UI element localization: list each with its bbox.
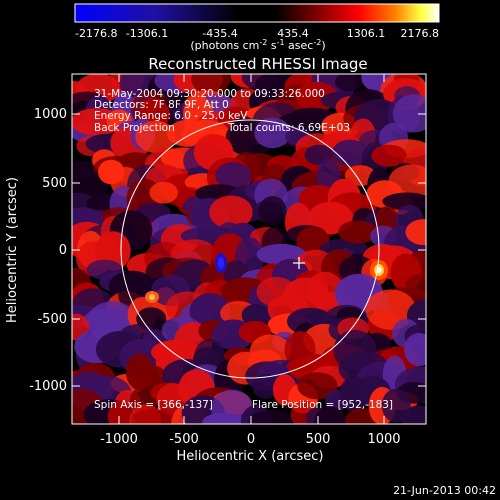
heatmap-blob — [189, 293, 231, 330]
heatmap-blob — [314, 406, 347, 424]
info-block: 31-May-2004 09:30:20.000 to 09:33:26.000… — [94, 88, 350, 134]
heatmap-blob — [149, 181, 178, 204]
flare-position-label: Flare Position = [952,-183] — [252, 399, 393, 411]
colorbar-ticks: -2176.8 -1306.1 -435.4 435.4 1306.1 2176.8 — [75, 27, 439, 40]
y-axis-label: Heliocentric Y (arcsec) — [5, 177, 20, 323]
heatmap-blob — [404, 332, 426, 367]
heatmap-blob — [135, 120, 176, 153]
heatmap-blob — [215, 162, 252, 190]
y-tick-label: 1000 — [34, 107, 67, 122]
info-time-range: 31-May-2004 09:30:20.000 to 09:33:26.000 — [94, 88, 325, 100]
x-tick-label: 500 — [306, 432, 331, 447]
info-energy: Energy Range: 6.0 - 25.0 keV — [94, 110, 248, 122]
heatmap-blob — [241, 304, 270, 327]
heatmap-blob — [248, 410, 295, 424]
colorbar-tick-label: -435.4 — [202, 27, 237, 40]
y-tick-label: -1000 — [29, 379, 67, 394]
plot-frame — [71, 73, 427, 425]
colorbar-tick-label: -1306.1 — [126, 27, 168, 40]
x-tick-label: 0 — [247, 432, 255, 447]
generation-timestamp: 21-Jun-2013 00:42 — [393, 484, 496, 497]
heatmap-source — [218, 257, 224, 269]
heatmap-blob — [258, 196, 287, 226]
x-tick-label: -500 — [169, 432, 199, 447]
heatmap-blob — [332, 139, 369, 166]
colorbar-tick-label: -2176.8 — [75, 27, 117, 40]
x-tick-label: 1000 — [367, 432, 400, 447]
axis-ticks — [72, 74, 426, 424]
x-axis-label: Heliocentric X (arcsec) — [177, 449, 324, 464]
info-detectors: Detectors: 7F 8F 9F, Att 0 — [94, 99, 229, 111]
heatmap-blob — [405, 219, 426, 246]
heatmap-blob — [401, 405, 426, 424]
x-tick-label: -1000 — [100, 432, 138, 447]
y-tick-label: -500 — [37, 312, 67, 327]
heatmap-blob — [134, 408, 180, 424]
spin-axis-label: Spin Axis = [366,-137] — [94, 399, 213, 411]
heatmap-blob — [209, 195, 253, 229]
heatmap-source — [149, 294, 155, 300]
heatmap-blob — [335, 74, 363, 92]
info-total-counts: Total counts: 6.69E+03 — [227, 122, 350, 134]
plot-title: Reconstructed RHESSI Image — [148, 55, 367, 73]
colorbar-units: (photons cm-2 s-1 asec-2) — [190, 38, 325, 52]
heatmap-blob — [382, 192, 426, 211]
heatmap-blob — [107, 400, 132, 424]
heatmap-blob — [72, 170, 109, 201]
heatmap-blob — [392, 94, 426, 133]
colorbar-tick-label: 435.4 — [277, 27, 309, 40]
heatmap-blob — [254, 117, 291, 149]
colorbar-tick-label: 2176.8 — [401, 27, 440, 40]
heatmap-image — [72, 74, 426, 424]
colorbar — [74, 3, 440, 23]
solar-limb-circle — [120, 119, 380, 379]
y-tick-label: 0 — [59, 243, 67, 258]
spin-axis-marker — [293, 257, 305, 269]
heatmap-blob — [252, 373, 280, 399]
heatmap-blob — [297, 372, 338, 400]
info-method: Back Projection — [94, 122, 175, 134]
heatmap-blob — [140, 365, 167, 388]
y-tick-label: 500 — [42, 176, 67, 191]
heatmap-blob — [191, 74, 231, 94]
colorbar-tick-label: 1306.1 — [347, 27, 386, 40]
heatmap-blob — [151, 339, 202, 365]
heatmap-blob — [371, 144, 407, 167]
heatmap-blob — [338, 220, 378, 244]
